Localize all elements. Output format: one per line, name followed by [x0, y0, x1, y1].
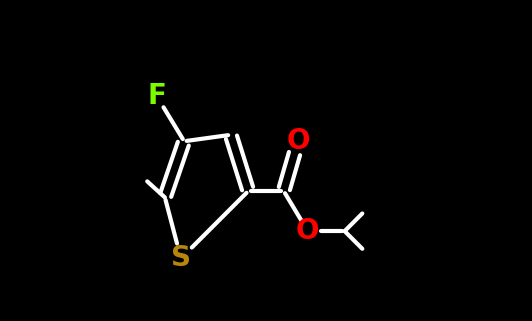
Text: O: O	[286, 127, 310, 155]
Text: F: F	[147, 82, 167, 110]
Text: S: S	[171, 244, 191, 273]
Text: O: O	[296, 217, 320, 245]
